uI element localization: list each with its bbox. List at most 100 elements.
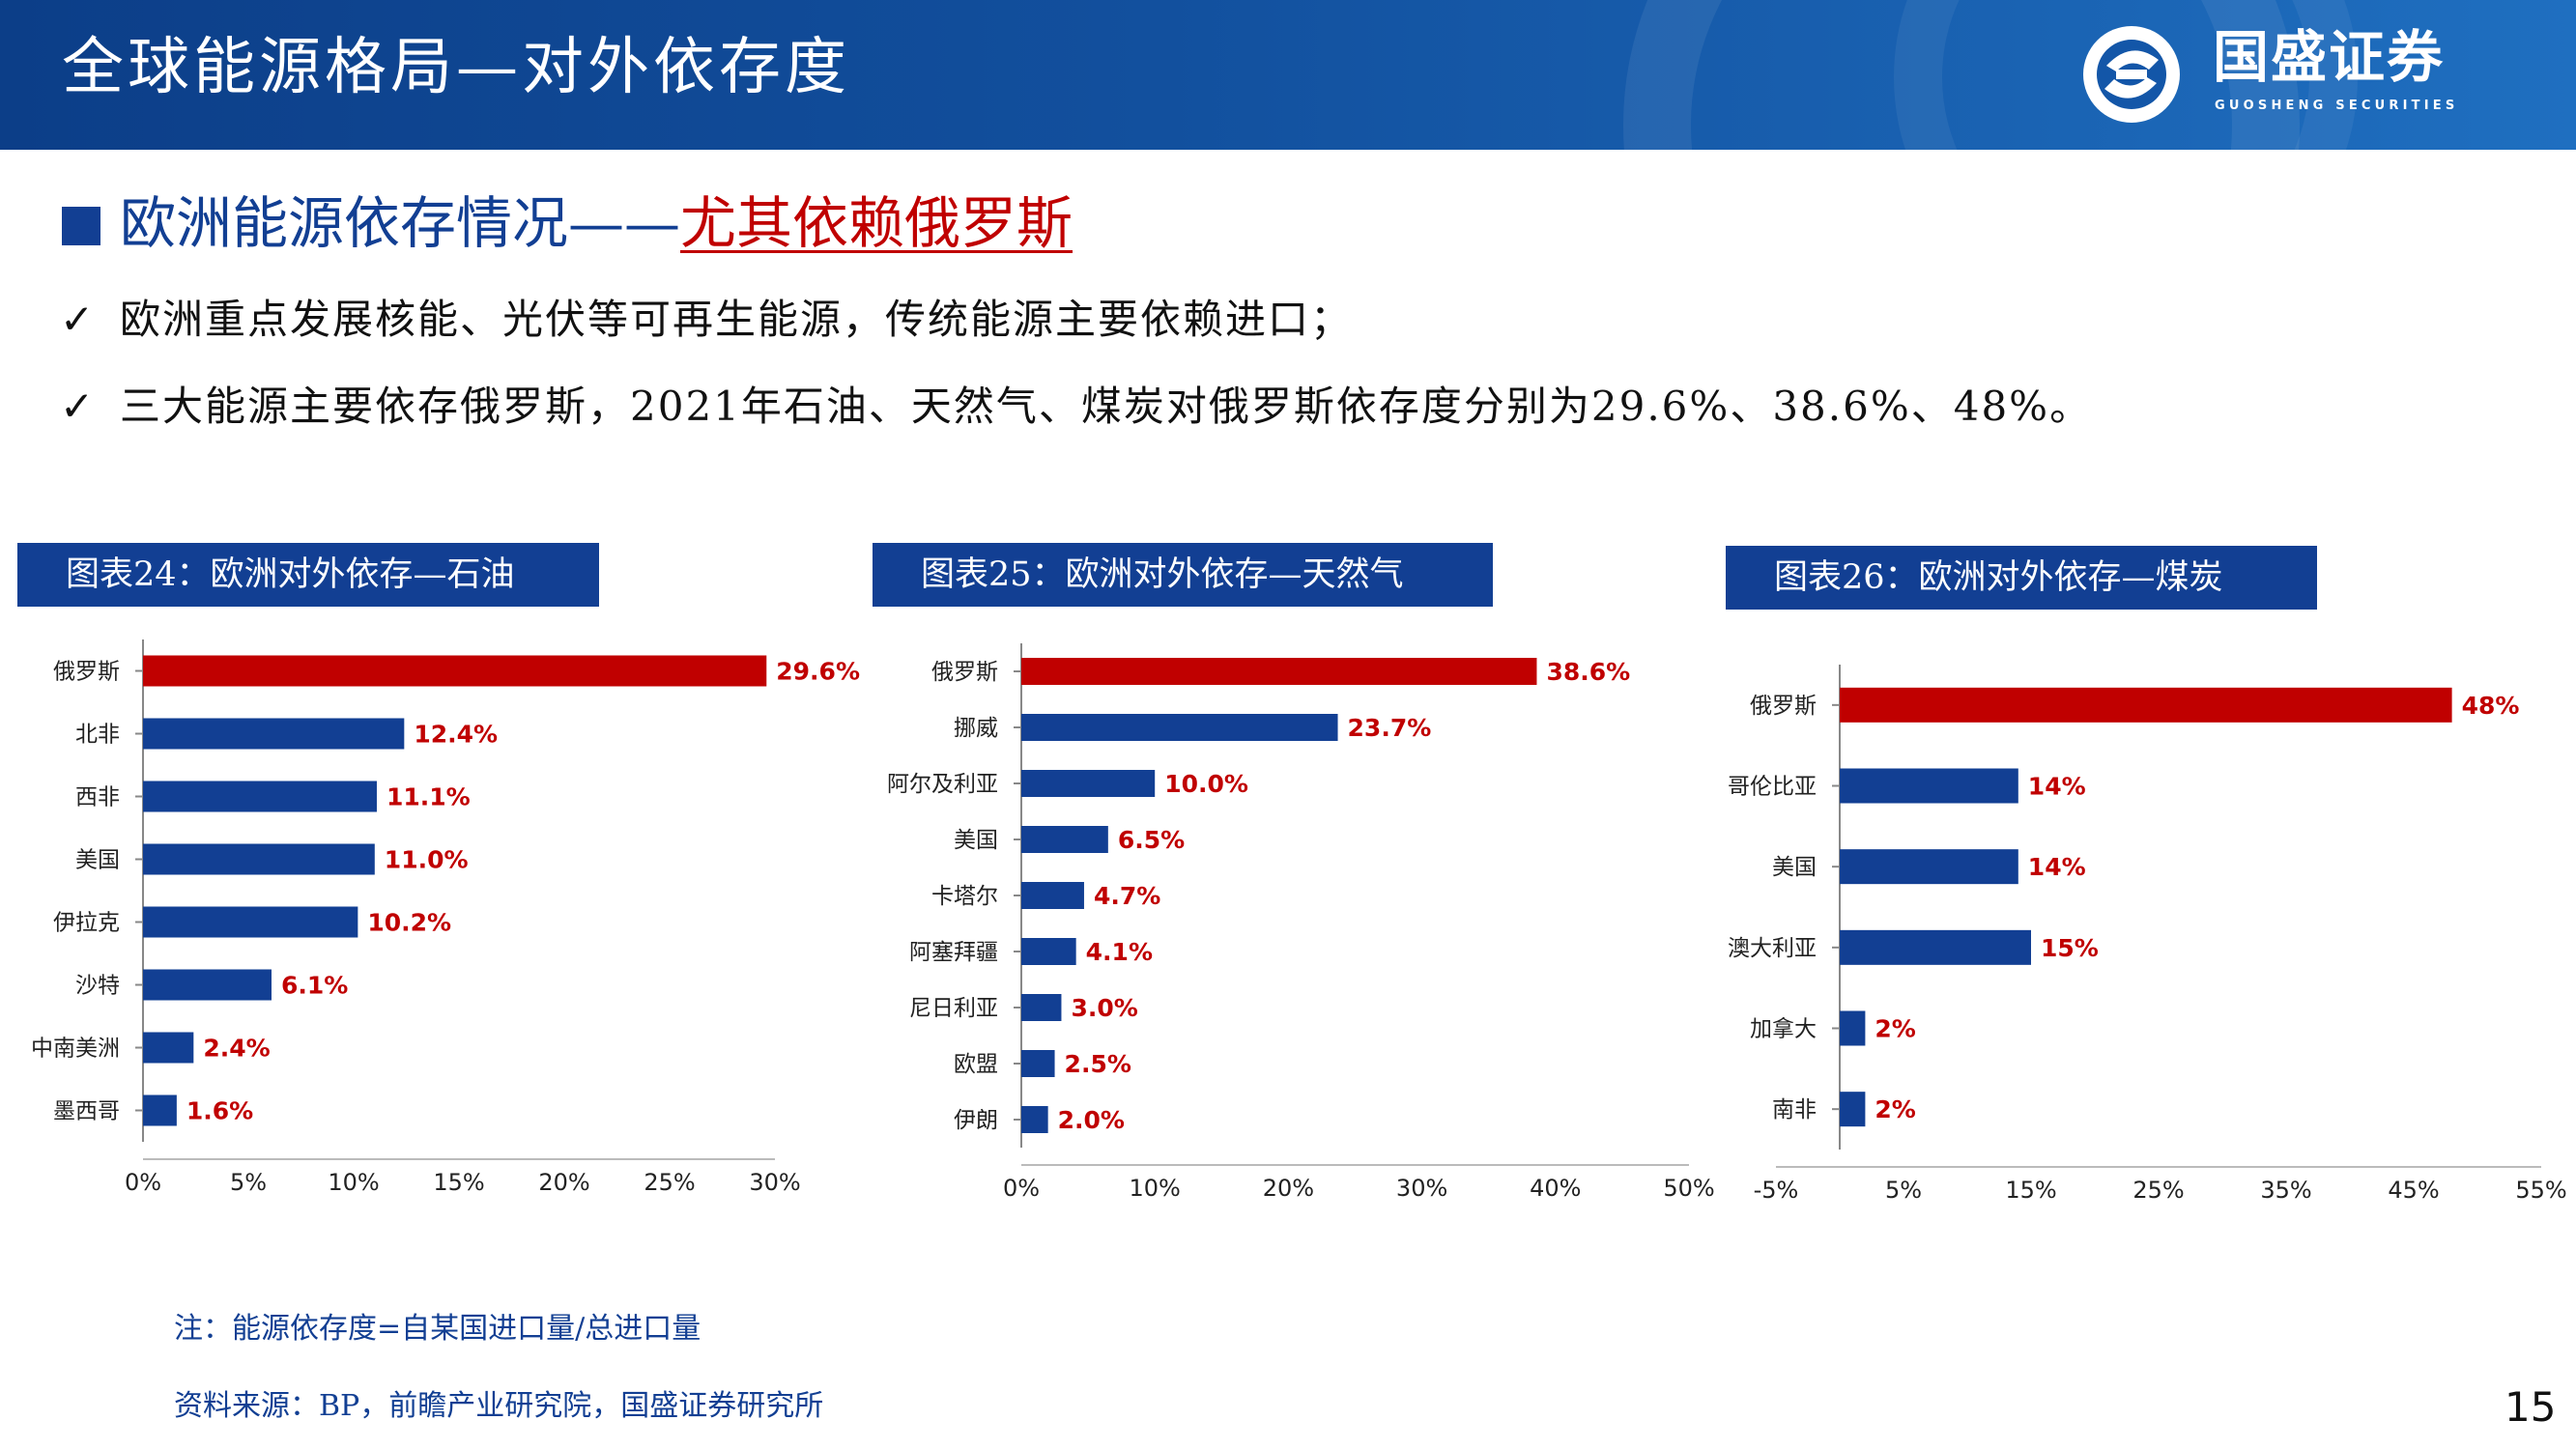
x-tick-label: -5% — [1754, 1177, 1799, 1204]
category-label: 阿塞拜疆 — [909, 940, 998, 965]
guosheng-logo-icon — [2083, 26, 2180, 123]
value-label: 14% — [2028, 853, 2086, 881]
value-label: 12.4% — [414, 721, 498, 749]
value-label: 4.1% — [1086, 938, 1153, 966]
value-label: 38.6% — [1546, 658, 1630, 686]
category-label: 美国 — [75, 848, 120, 873]
x-tick-label: 5% — [230, 1169, 267, 1196]
value-label: 23.7% — [1348, 714, 1432, 742]
category-label: 美国 — [1772, 855, 1817, 880]
category-label: 卡塔尔 — [931, 884, 998, 909]
bar — [1840, 768, 2018, 804]
x-tick-label: 45% — [2388, 1177, 2439, 1204]
check-icon: ✓ — [60, 383, 95, 430]
value-label: 10.2% — [367, 909, 451, 937]
bar — [1021, 826, 1108, 853]
point-text: 欧洲重点发展核能、光伏等可再生能源，传统能源主要依赖进口； — [120, 296, 1354, 343]
x-tick-label: 25% — [644, 1169, 695, 1196]
bar — [1021, 770, 1156, 797]
category-label: 挪威 — [954, 716, 998, 741]
category-label: 尼日利亚 — [909, 996, 998, 1021]
x-tick-label: 35% — [2260, 1177, 2311, 1204]
bar — [1021, 1106, 1048, 1133]
x-tick-label: 20% — [1263, 1175, 1314, 1202]
value-label: 29.6% — [776, 658, 860, 686]
value-label: 2.4% — [203, 1035, 270, 1063]
point-text: 三大能源主要依存俄罗斯，2021年石油、天然气、煤炭对俄罗斯依存度分别为29.6… — [120, 383, 2093, 430]
value-label: 2% — [1875, 1015, 1915, 1043]
bar — [143, 969, 272, 1001]
bar — [143, 1094, 177, 1126]
value-label: 6.1% — [281, 972, 348, 1000]
source-note: 资料来源：BP，前瞻产业研究院，国盛证券研究所 — [174, 1389, 824, 1423]
x-tick-label: 25% — [2132, 1177, 2184, 1204]
x-tick-label: 40% — [1530, 1175, 1581, 1202]
coal-dependency-chart: 俄罗斯 48% 哥伦比亚 14% 美国 14% 澳大利亚 15% 加拿大 2% 南非 2% -5% 5% 1… — [1728, 665, 2567, 1204]
value-label: 3.0% — [1071, 994, 1137, 1022]
x-tick-label: 30% — [749, 1169, 800, 1196]
bar — [1021, 882, 1084, 909]
x-tick-label: 0% — [125, 1169, 161, 1196]
x-tick-label: 30% — [1396, 1175, 1447, 1202]
category-label: 北非 — [75, 723, 120, 748]
bar — [1021, 994, 1062, 1021]
chart-3-title: 图表26：欧洲对外依存—煤炭 — [1726, 546, 2317, 610]
footnote: 注：能源依存度=自某国进口量/总进口量 — [174, 1312, 701, 1346]
x-tick-label: 15% — [433, 1169, 484, 1196]
category-label: 俄罗斯 — [931, 660, 998, 685]
bar — [143, 655, 767, 687]
x-tick-label: 20% — [538, 1169, 589, 1196]
x-tick-label: 15% — [2005, 1177, 2056, 1204]
section-bullet — [62, 207, 100, 245]
value-label: 11.1% — [386, 783, 471, 811]
value-label: 2% — [1875, 1095, 1915, 1123]
x-tick-label: 10% — [1130, 1175, 1181, 1202]
category-label: 俄罗斯 — [53, 660, 120, 685]
value-label: 14% — [2028, 773, 2086, 801]
value-label: 15% — [2041, 934, 2099, 962]
value-label: 11.0% — [385, 846, 469, 874]
category-label: 中南美洲 — [31, 1037, 120, 1062]
x-tick-label: 5% — [1885, 1177, 1922, 1204]
bar — [143, 906, 358, 938]
bar — [1840, 1010, 1866, 1046]
logo-name: 国盛证券 — [2213, 24, 2446, 90]
value-label: 4.7% — [1094, 882, 1160, 910]
gas-dependency-chart: 俄罗斯 38.6% 挪威 23.7% 阿尔及利亚 10.0% 美国 6.5% 卡塔尔 4.7% 阿塞… — [887, 643, 1715, 1202]
bar — [143, 718, 405, 750]
category-label: 哥伦比亚 — [1728, 775, 1817, 800]
check-icon: ✓ — [60, 296, 95, 343]
category-label: 伊朗 — [954, 1108, 998, 1133]
chart-2-title: 图表25：欧洲对外依存—天然气 — [873, 543, 1493, 607]
category-label: 南非 — [1772, 1097, 1817, 1122]
chart-1-title: 图表24：欧洲对外依存—石油 — [17, 543, 599, 607]
value-label: 10.0% — [1164, 770, 1248, 798]
category-label: 阿尔及利亚 — [887, 772, 998, 797]
category-label: 欧盟 — [954, 1052, 998, 1077]
x-tick-label: 55% — [2515, 1177, 2566, 1204]
category-label: 加拿大 — [1750, 1016, 1817, 1042]
bar — [1840, 929, 2031, 965]
category-label: 墨西哥 — [53, 1099, 120, 1124]
value-label: 6.5% — [1118, 826, 1185, 854]
category-label: 西非 — [75, 785, 120, 810]
slide-title: 全球能源格局—对外依存度 — [62, 32, 850, 103]
section-heading-main: 欧洲能源依存情况—— — [120, 190, 681, 256]
value-label: 1.6% — [186, 1097, 253, 1125]
category-label: 美国 — [954, 828, 998, 853]
category-label: 澳大利亚 — [1728, 936, 1817, 961]
bar — [143, 843, 375, 875]
category-label: 俄罗斯 — [1750, 694, 1817, 719]
x-tick-label: 50% — [1663, 1175, 1714, 1202]
point-2: ✓ 三大能源主要依存俄罗斯，2021年石油、天然气、煤炭对俄罗斯依存度分别为29.… — [60, 384, 2092, 429]
x-tick-label: 10% — [328, 1169, 379, 1196]
bar — [1021, 658, 1537, 685]
logo-subtitle: GUOSHENG SECURITIES — [2215, 99, 2459, 113]
bar — [143, 1032, 194, 1064]
oil-dependency-chart: 俄罗斯 29.6% 北非 12.4% 西非 11.1% 美国 11.0% 伊拉克 10.2% 沙特 6… — [31, 639, 860, 1196]
bar — [1840, 849, 2018, 885]
bar — [143, 781, 377, 812]
bar — [1021, 714, 1338, 741]
category-label: 沙特 — [75, 974, 120, 999]
bar — [1021, 938, 1076, 965]
